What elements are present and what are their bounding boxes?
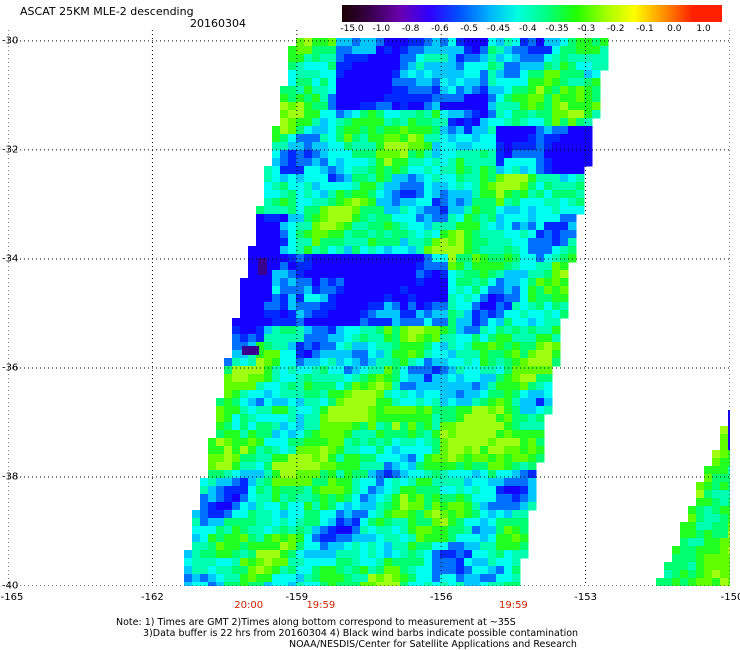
colorbar-segment: [488, 5, 518, 22]
map-date: 20160304: [190, 17, 246, 30]
latitude-label: -38: [2, 471, 19, 483]
colorbar-label: -0.35: [545, 24, 569, 34]
longitude-label: -153: [574, 592, 597, 603]
longitude-label: -159: [285, 592, 309, 603]
colorbar-label: -0.8: [401, 24, 420, 34]
colorbar-segment: [458, 5, 489, 22]
map-title: ASCAT 25KM MLE-2 descending: [20, 5, 194, 18]
footer-note-line-2: 3)Data buffer is 22 hrs from 20160304 4)…: [143, 628, 579, 639]
swath-map: [8, 30, 730, 586]
colorbar-segment: [605, 5, 635, 22]
colorbar-segment: [342, 5, 372, 22]
longitude-label: -156: [429, 592, 453, 603]
swath-cells: [184, 38, 730, 586]
footer-credit: NOAA/NESDIS/Center for Satellite Applica…: [289, 639, 577, 650]
colorbar-segment: [663, 5, 694, 22]
colorbar-label: -0.2: [606, 24, 625, 34]
latitude-label: -32: [2, 144, 19, 156]
colorbar-label: -0.3: [577, 24, 596, 34]
colorbar-label: 0.0: [667, 24, 682, 34]
longitude-label: -165: [0, 592, 24, 603]
colorbar-label: -15.0: [340, 24, 364, 34]
colorbar-segment: [371, 5, 401, 22]
latitude-label: -34: [2, 253, 19, 265]
longitude-label: -150: [720, 592, 740, 603]
colorbar-label: -0.4: [519, 24, 537, 34]
colorbar-segment: [400, 5, 431, 22]
latitude-label: -30: [2, 35, 19, 47]
colorbar-segment: [692, 5, 723, 22]
time-label: 20:00: [234, 600, 264, 611]
map-plot: [8, 30, 730, 586]
latitude-label: -36: [2, 362, 19, 374]
colorbar-segment: [429, 5, 460, 22]
footer-note-line-1: Note: 1) Times are GMT 2)Times along bot…: [116, 617, 516, 628]
longitude-label: -162: [141, 592, 164, 603]
colorbar-label: -0.5: [460, 24, 478, 34]
colorbar-label: -0.6: [431, 24, 449, 34]
colorbar-segment: [546, 5, 577, 22]
colorbar-segment: [575, 5, 606, 22]
colorbar-label: -1.0: [372, 24, 391, 34]
colorbar-segment: [517, 5, 548, 22]
time-label: 19:59: [306, 600, 336, 611]
colorbar-label: 1.0: [696, 24, 711, 34]
colorbar: [342, 5, 723, 22]
latitude-label: -40: [2, 580, 19, 592]
gridlines: [8, 30, 730, 586]
colorbar-label: -0.45: [486, 24, 511, 34]
colorbar-segment: [634, 5, 665, 22]
time-label: 19:59: [498, 600, 528, 611]
colorbar-label: -0.1: [636, 24, 654, 34]
